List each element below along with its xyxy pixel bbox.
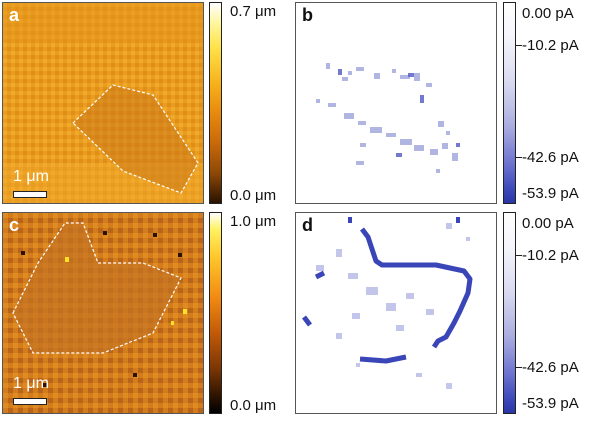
current-map-d: d (295, 212, 497, 414)
colorbar-b-label-0: 0.00 pA (522, 5, 574, 22)
colorbar-a-top-label: 0.7 μm (230, 3, 277, 20)
colorbar-d-tick-2 (516, 367, 522, 368)
colorbar-b-tick-2 (516, 157, 522, 158)
scalebar-label-c: 1 μm (13, 375, 49, 392)
colorbar-c-bottom-label: 0.0 μm (230, 397, 277, 414)
colorbar-height-c (209, 212, 222, 414)
colorbar-d-tick-1 (516, 255, 522, 256)
scalebar-label-a: 1 μm (13, 168, 49, 185)
colorbar-b-label-1: -10.2 pA (522, 37, 579, 54)
current-image-d (302, 217, 473, 389)
topography-image-a (3, 3, 203, 203)
colorbar-height-a (209, 2, 222, 204)
colorbar-c-top-label: 1.0 μm (230, 213, 277, 230)
colorbar-b-label-3: -53.9 pA (522, 185, 579, 202)
topography-map-c: c 1 μm (2, 212, 204, 414)
topography-image-c (3, 213, 203, 413)
panel-label-b: b (302, 5, 313, 25)
flake-outline-a (72, 84, 199, 194)
current-edge-path (302, 227, 473, 364)
scalebar-a (13, 191, 47, 198)
colorbar-d-label-2: -42.6 pA (522, 359, 579, 376)
topography-map-a: a 1 μm (2, 2, 204, 204)
current-image-b (316, 63, 460, 173)
panel-label-c: c (9, 215, 20, 235)
colorbar-b-label-2: -42.6 pA (522, 149, 579, 166)
colorbar-d-label-3: -53.9 pA (522, 395, 579, 412)
colorbar-d-label-1: -10.2 pA (522, 247, 579, 264)
panel-label-a: a (9, 5, 20, 25)
colorbar-a-bottom-label: 0.0 μm (230, 187, 277, 204)
colorbar-d-label-0: 0.00 pA (522, 215, 574, 232)
current-map-b: b (295, 2, 497, 204)
scalebar-c (13, 398, 47, 405)
panel-label-d: d (302, 215, 313, 235)
colorbar-b-tick-1 (516, 45, 522, 46)
colorbar-current-d (503, 212, 516, 414)
colorbar-current-b (503, 2, 516, 204)
